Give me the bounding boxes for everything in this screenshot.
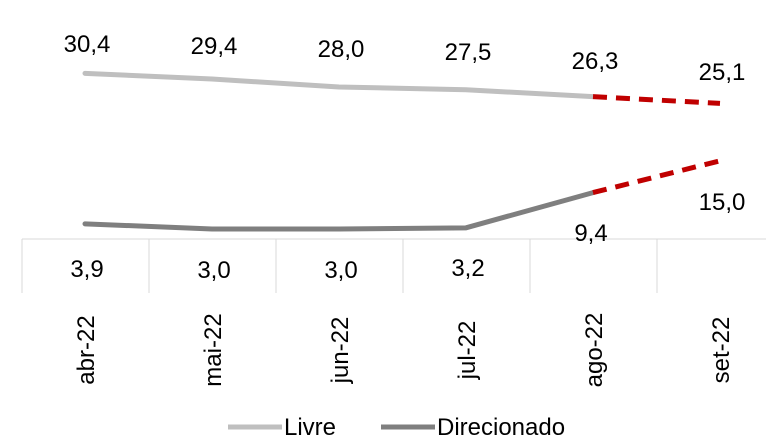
- projection-line-direcionado: [592, 158, 721, 196]
- data-label-direcionado-ago-22: 9,4: [574, 220, 607, 247]
- legend-label-livre: Livre: [284, 414, 336, 438]
- data-label-direcionado-jul-22: 3,2: [451, 255, 484, 282]
- series-line-direcionado: [82, 190, 596, 232]
- data-label-direcionado-mai-22: 3,0: [197, 257, 230, 284]
- data-labels: 30,4 29,4 28,0 27,5 26,3 25,1 3,9 3,0 3,0 3,2 9,4 1…: [64, 31, 746, 284]
- data-label-livre-set-22: 25,1: [699, 59, 746, 86]
- x-tick-label-ago-22: ago-22: [581, 313, 608, 388]
- series-layer: [82, 70, 721, 232]
- data-label-direcionado-jun-22: 3,0: [324, 257, 357, 284]
- data-label-livre-jun-22: 28,0: [318, 36, 365, 63]
- category-axis: [21, 238, 766, 293]
- data-label-livre-mai-22: 29,4: [191, 33, 238, 60]
- x-tick-label-set-22: set-22: [708, 317, 735, 384]
- series-line-livre: [82, 70, 596, 100]
- x-tick-label-abr-22: abr-22: [73, 315, 100, 384]
- legend-label-direcionado: Direcionado: [437, 414, 565, 438]
- category-tick-labels: abr-22 mai-22 jun-22 jul-22 ago-22 set-22: [73, 313, 735, 388]
- data-label-livre-abr-22: 30,4: [64, 31, 111, 58]
- data-label-livre-ago-22: 26,3: [572, 48, 619, 75]
- projection-line-livre: [592, 94, 721, 106]
- data-label-direcionado-set-22: 15,0: [699, 189, 746, 216]
- x-tick-label-jul-22: jul-22: [454, 321, 481, 381]
- data-label-direcionado-abr-22: 3,9: [70, 256, 103, 283]
- x-tick-label-jun-22: jun-22: [327, 317, 354, 385]
- legend-item-direcionado: Direcionado: [381, 414, 565, 438]
- legend: Livre Direcionado: [228, 414, 565, 438]
- data-label-livre-jul-22: 27,5: [445, 39, 492, 66]
- x-tick-label-mai-22: mai-22: [200, 313, 227, 386]
- legend-item-livre: Livre: [228, 414, 336, 438]
